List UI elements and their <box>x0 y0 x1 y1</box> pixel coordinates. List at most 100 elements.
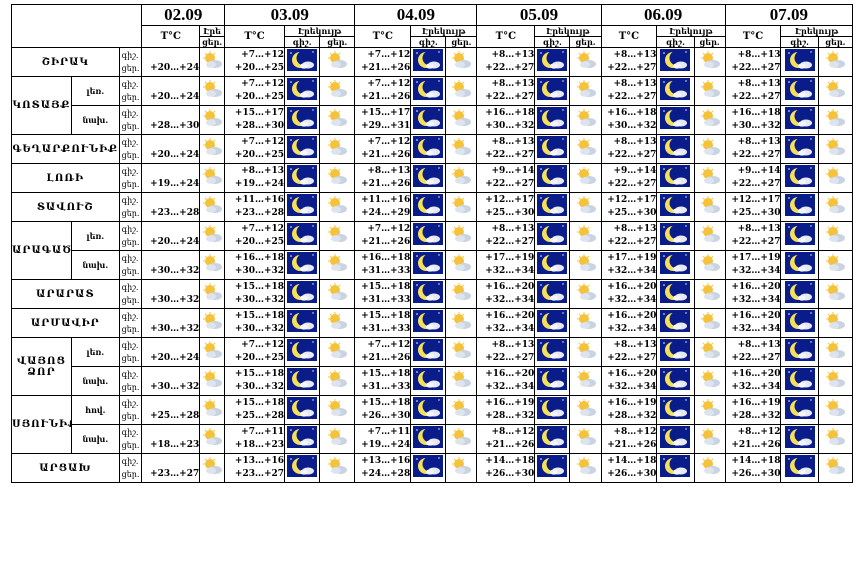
temp-header: T°C <box>224 25 286 48</box>
temp-day: +25…+28 <box>234 411 285 421</box>
temp-day: +25…+28 <box>150 411 200 421</box>
weather-icon-cell <box>199 76 226 106</box>
day-icon-cell <box>445 279 478 309</box>
region-sub: նախ. <box>70 424 120 454</box>
temp-night: +13…+16 <box>234 456 285 466</box>
day-icon-cell <box>445 308 478 338</box>
weather-icon-cell <box>199 163 226 193</box>
night-icon-cell <box>410 308 447 338</box>
date-02-09: 02.09 <box>141 4 226 26</box>
forecast-table: 02.09 03.09 04.09 05.09 06.09 07.09 T°C Էրե T°C Է… <box>10 4 854 483</box>
region-name: ԱՐՄԱՎԻՐ <box>11 308 120 338</box>
region-row: ԿՈՏԱՅՔ լեռ. գիշ. ցեր. +20…+24 +7…+12 +20…+25 +7… <box>11 76 854 135</box>
moon-icon <box>413 426 444 448</box>
moon-icon <box>660 223 691 245</box>
night-icon-cell <box>284 279 321 309</box>
temp-night: +16…+20 <box>607 369 657 379</box>
day-label: ցեր. <box>121 354 140 363</box>
temp-night: +14…+18 <box>731 456 781 466</box>
temp-night: +17…+19 <box>485 253 535 263</box>
temp-range: +15…+18 +25…+28 <box>224 395 286 425</box>
temp-day: +25…+30 <box>607 208 657 218</box>
day-label: ցեր. <box>121 267 140 276</box>
sun-cloud-icon <box>574 457 598 475</box>
night-icon-cell <box>656 134 695 164</box>
temp-night: +8…+12 <box>491 427 535 437</box>
night-icon-cell <box>410 192 447 222</box>
night-icon-cell <box>284 308 321 338</box>
weather-icon-cell <box>199 250 226 280</box>
temp-night: +16…+20 <box>485 311 535 321</box>
night-label: գիշ. <box>121 138 139 147</box>
sun-cloud-icon <box>823 341 847 359</box>
day-icon-cell <box>569 221 602 251</box>
region-row: ԼՈՌԻ գիշ. ցեր. +19…+24 +8…+13 +19…+24 +8…+13 +2… <box>11 163 854 193</box>
night-icon-cell <box>656 395 695 425</box>
night-label: գիշ. <box>121 428 139 437</box>
night-icon-cell <box>656 47 695 77</box>
day-icon-cell <box>445 221 478 251</box>
moon-icon <box>660 281 691 303</box>
day-icon-cell <box>569 163 602 193</box>
time-of-day: գիշ. ցեր. <box>118 47 143 77</box>
day-icon-cell <box>569 105 602 135</box>
night-label: գիշ. <box>121 341 139 350</box>
temp-range: +11…+16 +23…+28 <box>224 192 286 222</box>
sun-cloud-icon <box>325 167 349 185</box>
temp-day: +26…+30 <box>731 469 781 479</box>
temp-range: +16…+19 +28…+32 <box>724 395 782 425</box>
temp-range: +17…+19 +32…+34 <box>600 250 658 280</box>
day-icon-cell <box>817 395 854 425</box>
temp-night: +16…+20 <box>731 282 781 292</box>
temp-range: +25…+28 <box>141 395 201 425</box>
temp-range: +16…+20 +32…+34 <box>600 279 658 309</box>
temp-range: +20…+24 <box>141 47 201 77</box>
moon-icon <box>413 368 444 390</box>
temp-range: +8…+13 +22…+27 <box>476 337 536 367</box>
day-label: ցեր. <box>121 470 140 479</box>
moon-icon <box>537 136 568 158</box>
night-icon-cell <box>410 250 447 280</box>
day-icon-cell <box>319 453 356 483</box>
moon-icon <box>413 223 444 245</box>
sun-cloud-icon <box>574 428 598 446</box>
temp-night: +7…+12 <box>367 224 411 234</box>
temp-range: +15…+18 +30…+32 <box>224 308 286 338</box>
day-icon-cell <box>319 279 356 309</box>
night-icon-cell <box>534 47 571 77</box>
temp-day: +19…+24 <box>150 179 200 189</box>
day-sub-header: ցեր. <box>445 36 478 48</box>
temp-day: +22…+27 <box>731 237 781 247</box>
sun-cloud-icon <box>201 80 224 98</box>
moon-icon <box>287 107 318 129</box>
temp-range: +16…+20 +32…+34 <box>476 308 536 338</box>
sun-cloud-icon <box>201 428 224 446</box>
weather-icon-cell <box>199 453 226 483</box>
day-icon-cell <box>569 192 602 222</box>
moon-icon <box>287 252 318 274</box>
temp-range: +16…+18 +30…+32 <box>476 105 536 135</box>
moon-icon <box>660 426 691 448</box>
temp-range: +7…+12 +20…+25 <box>224 221 286 251</box>
sun-cloud-icon <box>823 167 847 185</box>
temp-day: +28…+30 <box>234 121 285 131</box>
temp-night: +7…+12 <box>241 79 285 89</box>
temp-night: +8…+13 <box>491 340 535 350</box>
temp-day: +18…+23 <box>234 440 285 450</box>
temp-range: +7…+12 +21…+26 <box>354 47 412 77</box>
moon-icon <box>537 455 568 477</box>
temp-range: +7…+12 +21…+26 <box>354 337 412 367</box>
night-label: գիշ. <box>121 80 139 89</box>
day-icon-cell <box>817 250 854 280</box>
day-label: ցեր. <box>121 238 140 247</box>
weather-icon-cell <box>199 221 226 251</box>
day-icon-cell <box>319 163 356 193</box>
night-icon-cell <box>410 424 447 454</box>
moon-icon <box>287 49 318 71</box>
sun-cloud-icon <box>449 138 473 156</box>
moon-icon <box>287 165 318 187</box>
temp-night: +12…+17 <box>607 195 657 205</box>
night-icon-cell <box>656 308 695 338</box>
day-icon-cell <box>817 337 854 367</box>
temp-night: +16…+18 <box>234 253 285 263</box>
